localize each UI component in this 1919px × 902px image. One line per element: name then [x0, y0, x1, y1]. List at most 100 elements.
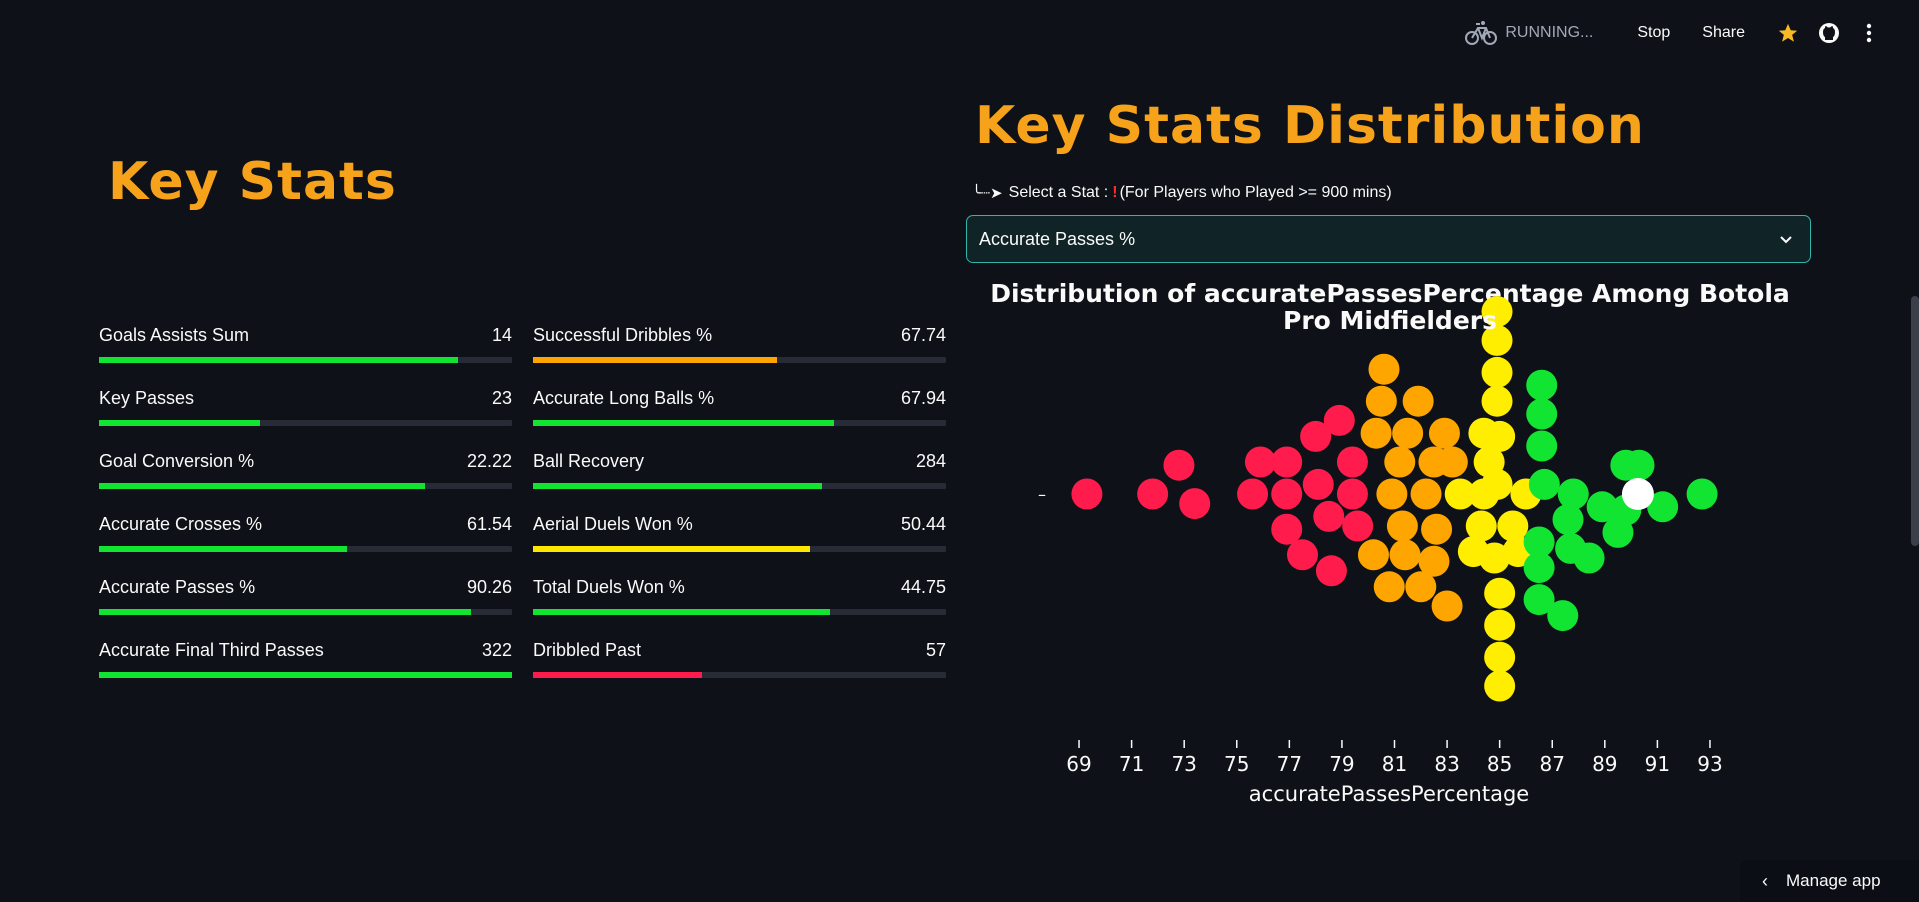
- stat-head: Aerial Duels Won % 50.44: [533, 509, 946, 539]
- stat-value: 44.75: [900, 576, 946, 597]
- data-point: [1392, 417, 1424, 449]
- manage-app-button[interactable]: ‹ Manage app: [1740, 860, 1919, 902]
- data-point: [1315, 555, 1347, 587]
- data-point: [1071, 478, 1103, 510]
- data-point: [1271, 478, 1303, 510]
- data-point: [1418, 545, 1450, 577]
- share-button[interactable]: Share: [1702, 24, 1745, 41]
- data-point: [1271, 446, 1303, 478]
- data-point: [1484, 641, 1516, 673]
- data-point: [1526, 430, 1558, 462]
- chevron-left-icon: ‹: [1762, 870, 1768, 891]
- data-point: [1389, 539, 1421, 571]
- data-point: [1428, 417, 1460, 449]
- data-point: [1623, 449, 1655, 481]
- stop-button[interactable]: Stop: [1637, 24, 1671, 41]
- stat-label: Total Duels Won %: [533, 576, 685, 597]
- stat-bar-track: [533, 546, 946, 552]
- stat-item: Goals Assists Sum 14: [99, 320, 512, 383]
- running-label: RUNNING...: [1505, 24, 1594, 41]
- y-tick-label: –: [1038, 485, 1046, 504]
- stat-head: Key Passes 23: [99, 383, 512, 413]
- stat-item: Successful Dribbles % 67.74: [533, 320, 946, 383]
- data-point: [1478, 542, 1510, 574]
- stat-value: 22.22: [466, 450, 512, 471]
- stat-label: Aerial Duels Won %: [533, 513, 693, 534]
- data-point: [1444, 478, 1476, 510]
- data-point: [1481, 356, 1513, 388]
- data-point: [1465, 510, 1497, 542]
- stat-label: Key Passes: [99, 387, 195, 408]
- github-icon[interactable]: [1817, 21, 1841, 45]
- select-stat-label: ╰┈➤ Select a Stat : ! (For Players who P…: [972, 184, 1392, 202]
- data-point: [1523, 526, 1555, 558]
- stat-value: 50.44: [900, 513, 946, 534]
- stat-label: Accurate Final Third Passes: [99, 639, 324, 660]
- stat-value: 67.74: [900, 324, 946, 345]
- stat-head: Accurate Crosses % 61.54: [99, 509, 512, 539]
- data-point: [1357, 539, 1389, 571]
- select-note: (For Players who Played >= 900 mins): [1119, 184, 1392, 201]
- stat-head: Accurate Long Balls % 67.94: [533, 383, 946, 413]
- stat-bar-fill: [533, 357, 777, 363]
- data-point: [1528, 468, 1560, 500]
- data-point: [1402, 385, 1434, 417]
- star-icon[interactable]: [1777, 22, 1799, 44]
- bicycle-icon: [1465, 21, 1498, 45]
- data-point: [1384, 446, 1416, 478]
- data-point: [1481, 385, 1513, 417]
- x-tick-label: 69: [1066, 752, 1091, 776]
- data-point: [1360, 417, 1392, 449]
- page-scrollbar[interactable]: [1911, 296, 1919, 546]
- stat-bar-track: [99, 483, 512, 489]
- x-tick-label: 81: [1382, 752, 1407, 776]
- stat-select-value: Accurate Passes %: [979, 228, 1136, 249]
- running-status: RUNNING...: [1465, 20, 1593, 46]
- stat-bar-track: [99, 672, 512, 678]
- manage-app-label: Manage app: [1786, 871, 1881, 890]
- data-point: [1342, 510, 1374, 542]
- x-axis-label: accuratePassesPercentage: [1249, 782, 1529, 806]
- stat-value: 57: [925, 639, 946, 660]
- x-tick-label: 87: [1540, 752, 1565, 776]
- data-point: [1286, 539, 1318, 571]
- stat-head: Dribbled Past 57: [533, 635, 946, 665]
- stat-item: Accurate Final Third Passes 322: [99, 635, 512, 698]
- stat-bar-fill: [99, 672, 512, 678]
- swarm-chart: Distribution of accuratePassesPercentage…: [990, 282, 1790, 806]
- stat-head: Goal Conversion % 22.22: [99, 446, 512, 476]
- data-point: [1302, 468, 1334, 500]
- data-point: [1300, 420, 1332, 452]
- stat-select[interactable]: Accurate Passes %: [966, 215, 1811, 263]
- stat-value: 284: [915, 450, 946, 471]
- stat-bar-fill: [533, 546, 810, 552]
- stat-bar-fill: [99, 483, 426, 489]
- stat-bar-track: [533, 357, 946, 363]
- chart-title-line1: Distribution of accuratePassesPercentage…: [990, 282, 1790, 308]
- data-point: [1323, 404, 1355, 436]
- x-axis-ticks: 69 71 73 75 77 79 81 83 85 87 89 91 93: [1066, 740, 1723, 776]
- highlighted-player-point: [1621, 478, 1654, 510]
- data-point: [1547, 600, 1579, 632]
- stat-item: Accurate Long Balls % 67.94: [533, 383, 946, 446]
- more-vertical-icon[interactable]: [1859, 21, 1879, 45]
- x-tick-label: 83: [1434, 752, 1459, 776]
- data-point: [1237, 478, 1269, 510]
- stat-bar-fill: [533, 483, 823, 489]
- stat-head: Ball Recovery 284: [533, 446, 946, 476]
- data-point: [1552, 504, 1584, 536]
- data-point: [1523, 552, 1555, 584]
- stat-bar-fill: [99, 609, 471, 615]
- exclamation-icon: !: [1112, 184, 1118, 201]
- stat-head: Accurate Final Third Passes 322: [99, 635, 512, 665]
- stat-bar-fill: [533, 420, 835, 426]
- data-point: [1484, 670, 1516, 702]
- stat-value: 14: [491, 324, 512, 345]
- select-prefix: Select a Stat :: [1008, 184, 1109, 201]
- x-tick-label: 79: [1329, 752, 1354, 776]
- stat-bar-track: [533, 672, 946, 678]
- stat-item: Aerial Duels Won % 50.44: [533, 509, 946, 572]
- data-point: [1647, 491, 1679, 523]
- stat-head: Accurate Passes % 90.26: [99, 572, 512, 602]
- data-point: [1244, 446, 1276, 478]
